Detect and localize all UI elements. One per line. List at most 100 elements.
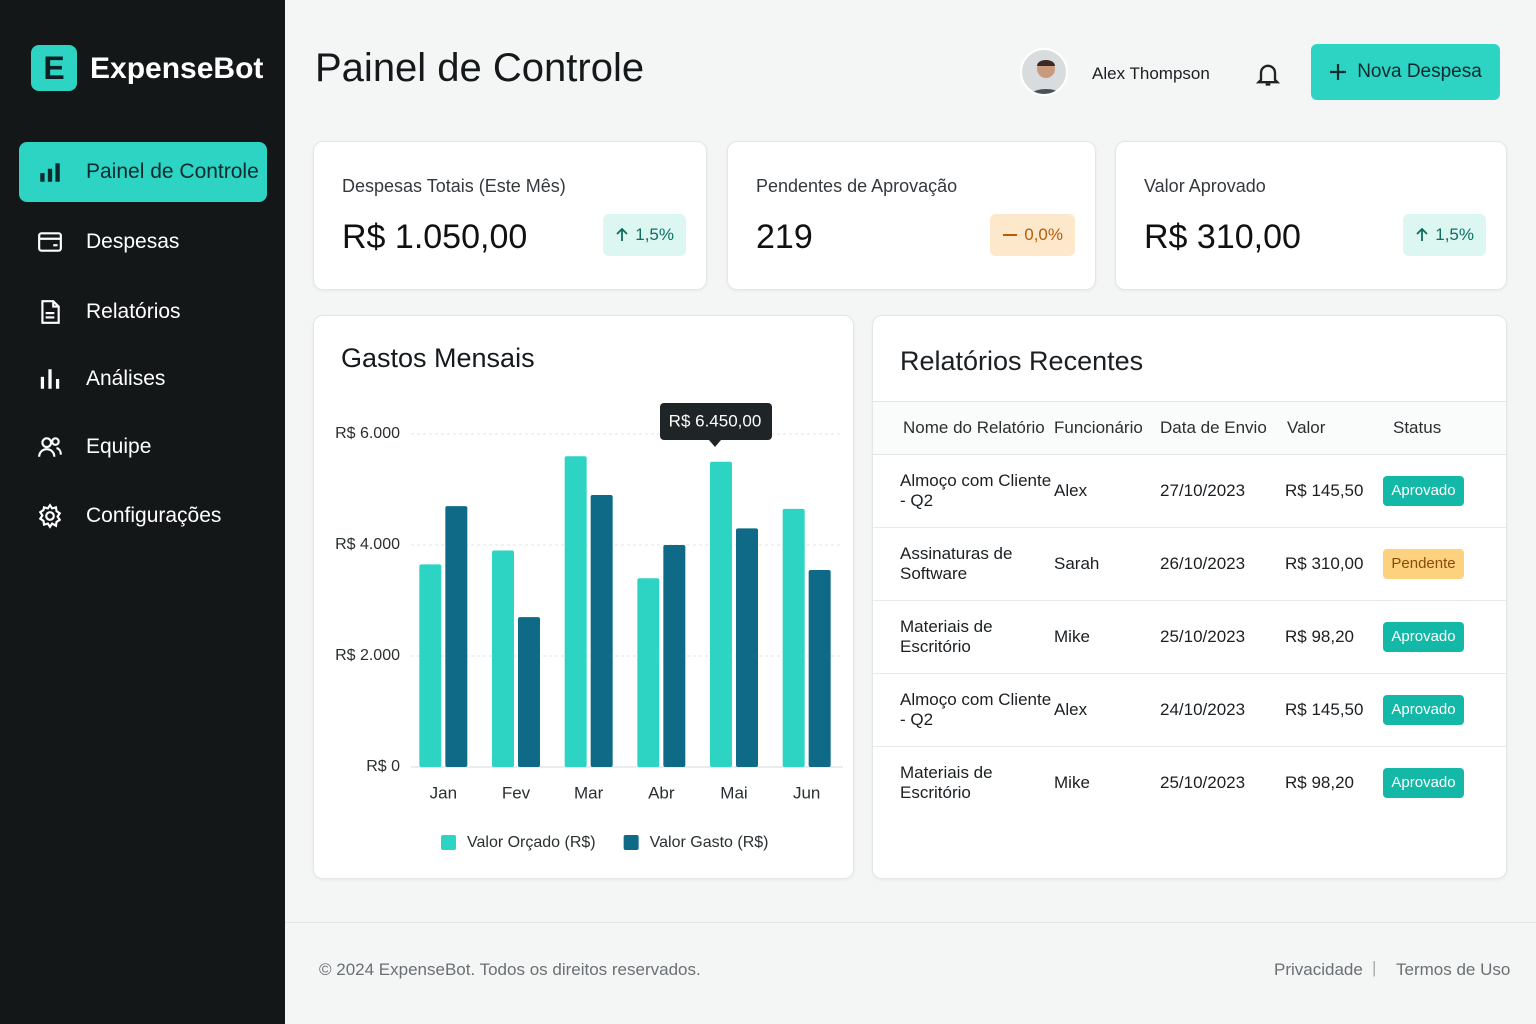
sidebar: E ExpenseBot Painel de Controle Despesas… — [0, 0, 285, 1024]
nav-label: Despesas — [86, 230, 180, 253]
y-tick-label: R$ 2.000 — [335, 647, 400, 664]
bar — [637, 578, 660, 767]
nav-item[interactable]: Configurações — [19, 486, 267, 546]
footer-link[interactable]: Privacidade — [1274, 960, 1363, 979]
nav-label: Relatórios — [86, 300, 181, 323]
bar — [663, 545, 686, 767]
column-header: Data de Envio — [1159, 401, 1285, 455]
nav-item[interactable]: Relatórios — [19, 282, 267, 342]
nav-item[interactable]: Equipe — [19, 417, 267, 477]
table-cell: Aprovado — [1381, 454, 1506, 528]
logo: E — [31, 45, 77, 91]
x-tick-label: Jun — [793, 783, 820, 802]
table-cell: Aprovado — [1381, 747, 1506, 820]
change-text: 0,0% — [1024, 225, 1063, 244]
table-cell: Pendente — [1381, 527, 1506, 601]
status-badge: Aprovado — [1383, 622, 1464, 652]
table-cell: Sarah — [1053, 527, 1159, 601]
table-cell: Assinaturas de Software — [873, 527, 1053, 601]
table-header: Nome do Relatório Funcionário Data de En… — [873, 401, 1506, 455]
page-title: Painel de Controle — [315, 46, 645, 90]
table-cell: R$ 145,50 — [1285, 454, 1381, 528]
user-name[interactable]: Alex Thompson — [1092, 64, 1210, 83]
table-cell: R$ 98,20 — [1285, 773, 1354, 793]
nav-item[interactable]: Análises — [19, 349, 267, 409]
chart: Gastos Mensais R$ 0 R$ 2.000 R$ 4.000 R$ 6.… — [335, 343, 843, 851]
table-cell: 25/10/2023 — [1159, 600, 1285, 674]
legend-swatch — [623, 835, 639, 850]
change-text: 1,5% — [635, 225, 674, 244]
table-cell: Materiais de Escritório — [900, 763, 993, 803]
x-tick-label: Mai — [720, 783, 747, 802]
table-row[interactable]: Almoço com Cliente - Q2 Alex 24/10/2023 R$ … — [873, 673, 1506, 747]
stat-value: R$ 1.050,00 — [342, 218, 528, 256]
stat-change: 1,5% — [603, 214, 686, 256]
table-cell: R$ 98,20 — [1285, 600, 1381, 674]
separator: | — [1372, 958, 1377, 977]
bar — [710, 461, 732, 767]
status-badge: Aprovado — [1383, 695, 1464, 725]
stat-change: 1,5% — [1403, 214, 1486, 256]
stat-label: Valor Aprovado — [1144, 176, 1266, 196]
table-cell: 24/10/2023 — [1159, 673, 1285, 747]
status-badge: Pendente — [1383, 549, 1464, 579]
column-header: Valor — [1285, 401, 1381, 455]
bar — [564, 456, 587, 767]
tooltip — [660, 403, 772, 440]
column-header: Status — [1381, 401, 1506, 455]
table-row[interactable]: Materiais de Escritório Mike 25/10/2023 R$ … — [873, 747, 1506, 820]
table-row[interactable]: Almoço com Cliente - Q2 Alex 27/10/2023 R$ … — [873, 454, 1506, 528]
table-cell: Alex — [1053, 673, 1159, 747]
bar — [445, 506, 468, 767]
legend-label: Valor Orçado (R$) — [467, 834, 596, 851]
nav-label: Painel de Controle — [86, 160, 259, 183]
footer-link[interactable]: Termos de Uso — [1396, 960, 1511, 979]
notifications[interactable] — [1254, 60, 1282, 88]
x-tick-label: Fev — [502, 783, 531, 802]
table-row[interactable]: Materiais de Escritório Mike 25/10/2023 R$ … — [873, 600, 1506, 674]
annotation: R$ 6.450,00 — [669, 411, 762, 430]
table-cell: Aprovado — [1381, 673, 1506, 747]
y-tick-label: R$ 6.000 — [335, 425, 400, 442]
bar — [419, 564, 442, 767]
chart-title: Gastos Mensais — [341, 343, 535, 373]
nav-label: Análises — [86, 367, 166, 390]
table-cell: 25/10/2023 — [1160, 773, 1246, 793]
table-title: Relatórios Recentes — [900, 346, 1144, 376]
bar — [518, 617, 540, 767]
stat-value: 219 — [756, 218, 813, 256]
table-cell: Mike — [1054, 773, 1090, 793]
column-header: Funcionário — [1053, 401, 1159, 455]
stat-label: Despesas Totais (Este Mês) — [342, 176, 566, 196]
table-cell: Almoço com Cliente - Q2 — [873, 454, 1053, 528]
avatar[interactable] — [1020, 48, 1068, 96]
bar — [492, 550, 514, 767]
table-cell: Alex — [1053, 454, 1159, 528]
column-header: Nome do Relatório — [873, 401, 1053, 455]
footer: © 2024 ExpenseBot. Todos os direitos res… — [285, 922, 1536, 1024]
stat-card: Pendentes de Aprovação 219 0,0% — [727, 141, 1096, 290]
stat-change: 0,0% — [990, 214, 1075, 256]
nav-label: Equipe — [86, 435, 152, 458]
status-badge: Aprovado — [1383, 768, 1464, 799]
table-cell: Almoço com Cliente - Q2 — [873, 673, 1053, 747]
nav-item[interactable]: Despesas — [19, 212, 267, 272]
x-tick-label: Jan — [430, 783, 457, 802]
bar — [736, 528, 758, 767]
stat-card: Valor Aprovado R$ 310,00 1,5% — [1115, 141, 1507, 290]
table-cell: R$ 145,50 — [1285, 673, 1381, 747]
brand: ExpenseBot — [90, 52, 264, 85]
stat-label: Pendentes de Aprovação — [756, 176, 958, 196]
bar — [782, 508, 805, 767]
legend-swatch — [441, 835, 456, 850]
stat-card: Despesas Totais (Este Mês) R$ 1.050,00 1… — [313, 141, 707, 290]
new-expense-button[interactable]: Nova Despesa — [1311, 44, 1500, 100]
nav-item[interactable]: Painel de Controle — [19, 142, 267, 202]
reports-table: Nome do Relatório Funcionário Data de En… — [873, 401, 1506, 820]
table-card: Relatórios Recentes Nome do Relatório Fu… — [872, 315, 1507, 879]
table-row[interactable]: Assinaturas de Software Sarah 26/10/2023 R$… — [873, 527, 1506, 601]
bar — [590, 495, 613, 767]
table-cell: 26/10/2023 — [1159, 527, 1285, 601]
